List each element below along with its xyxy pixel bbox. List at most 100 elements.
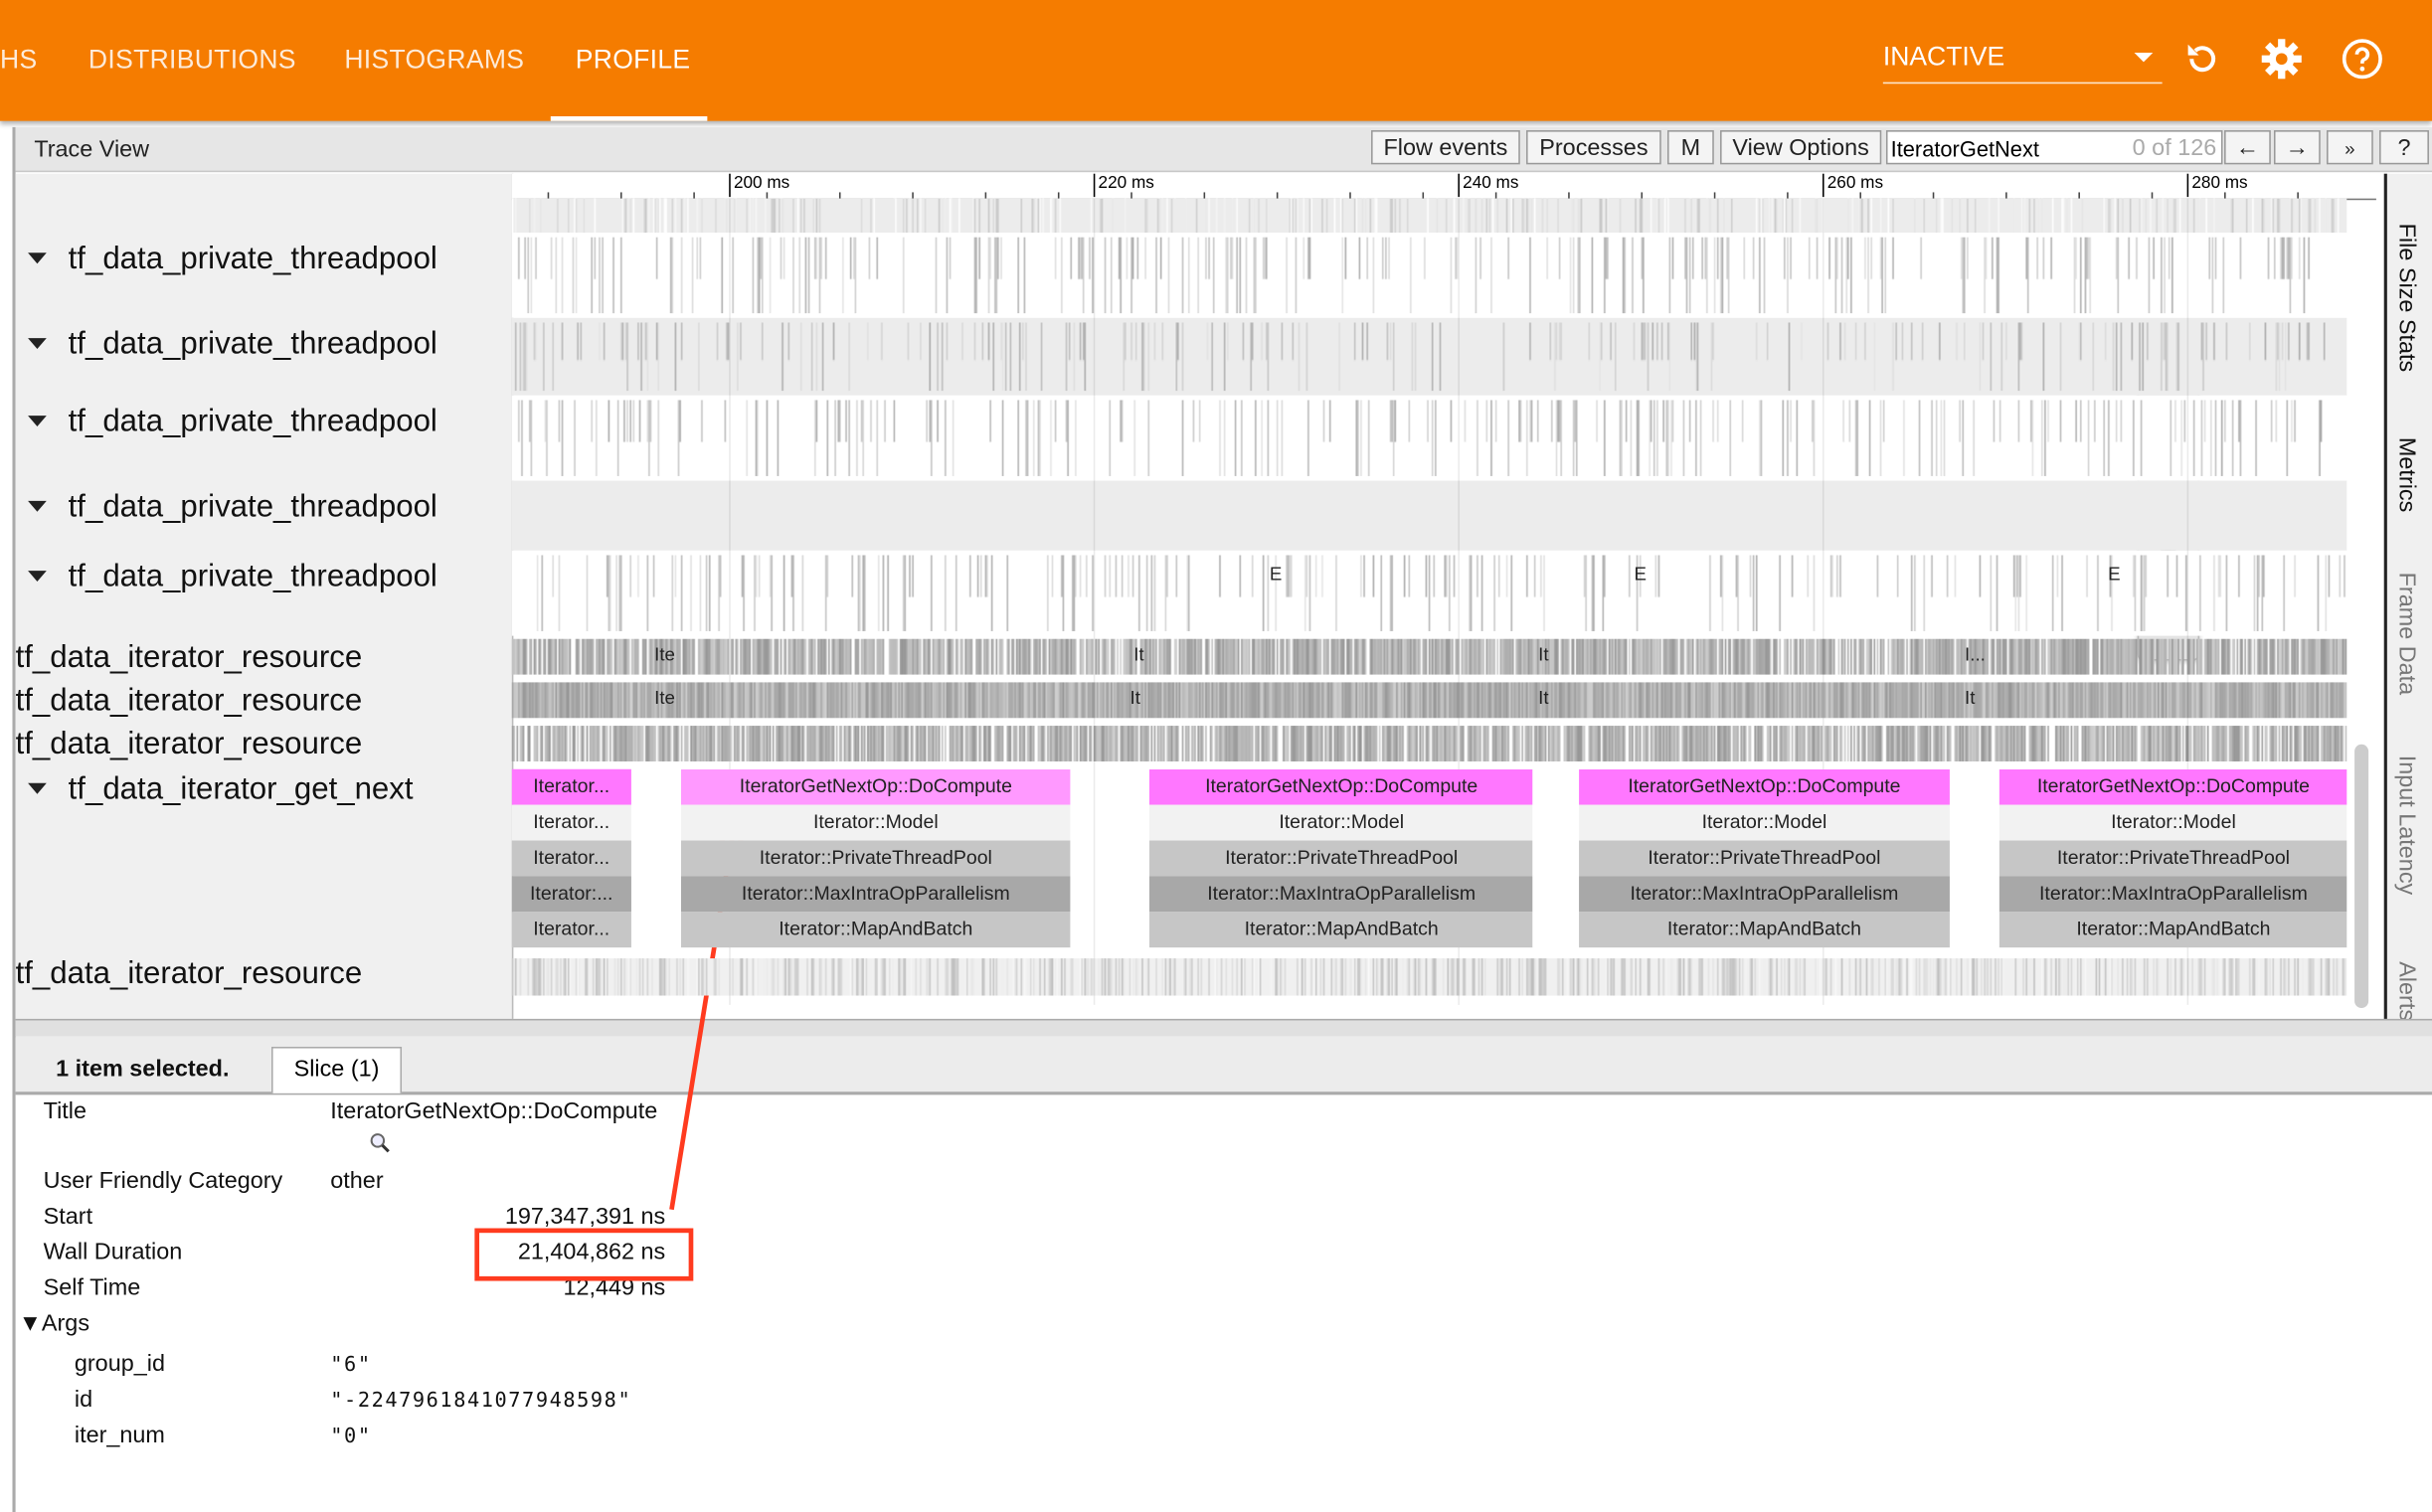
- expand-triangle-icon[interactable]: [28, 415, 47, 426]
- tab-histograms[interactable]: HISTOGRAMS: [344, 45, 525, 75]
- start-value: 197,347,391 ns: [504, 1203, 666, 1231]
- side-tab[interactable]: Metrics: [2393, 436, 2420, 513]
- iterator-slice[interactable]: Iterator::PrivateThreadPool: [1998, 840, 2347, 877]
- iterator-slice[interactable]: Iterator:...: [512, 876, 631, 913]
- thread-track-label[interactable]: tf_data_private_threadpool: [16, 490, 437, 526]
- ruler-minor-tick: [2077, 192, 2080, 199]
- resource-slice-label[interactable]: Ite: [654, 687, 675, 709]
- trace-events-canvas[interactable]: [511, 958, 2347, 996]
- tab-profile[interactable]: PROFILE: [575, 45, 691, 75]
- side-tab[interactable]: Frame Data: [2393, 572, 2420, 696]
- get-next-slice[interactable]: Iterator...: [512, 768, 631, 805]
- trace-events-canvas[interactable]: [511, 237, 2347, 314]
- iterator-slice[interactable]: Iterator::PrivateThreadPool: [680, 840, 1071, 877]
- tab-slice[interactable]: Slice (1): [271, 1047, 403, 1093]
- thread-track-label[interactable]: tf_data_private_threadpool: [16, 560, 437, 595]
- iterator-slice[interactable]: Iterator::PrivateThreadPool: [1578, 840, 1951, 877]
- iterator-slice[interactable]: Iterator::MaxIntraOpParallelism: [680, 876, 1071, 913]
- get-next-slice[interactable]: IteratorGetNextOp::DoCompute: [1149, 768, 1533, 805]
- selection-count: 1 item selected.: [56, 1056, 230, 1083]
- run-select-dropdown[interactable]: INACTIVE: [1882, 42, 2163, 84]
- refresh-icon[interactable]: [2180, 37, 2224, 81]
- expand-triangle-icon[interactable]: [28, 500, 47, 512]
- find-input[interactable]: IteratorGetNext 0 of 126: [1885, 130, 2223, 165]
- get-next-slice[interactable]: IteratorGetNextOp::DoCompute: [1578, 768, 1951, 805]
- resource-slice-label[interactable]: Ite: [654, 643, 675, 666]
- expand-triangle-icon[interactable]: [28, 252, 47, 263]
- find-expand-button[interactable]: »: [2327, 130, 2373, 165]
- arg-key: id: [74, 1386, 93, 1414]
- arg-key: iter_num: [74, 1422, 165, 1449]
- iterator-slice[interactable]: Iterator::MapAndBatch: [680, 912, 1071, 948]
- trace-events-canvas[interactable]: [511, 400, 2347, 476]
- expand-triangle-icon[interactable]: [28, 337, 47, 349]
- trace-events-canvas[interactable]: [511, 555, 2347, 631]
- find-previous-button[interactable]: ←: [2224, 130, 2271, 165]
- iterator-slice[interactable]: Iterator::Model: [680, 804, 1071, 841]
- help-icon[interactable]: [2341, 37, 2384, 81]
- iterator-slice[interactable]: Iterator::PrivateThreadPool: [1149, 840, 1533, 877]
- side-tab[interactable]: File Size Stats: [2393, 223, 2420, 373]
- time-ruler: 200 ms 220 ms 240 ms 260 ms 280 ms: [511, 173, 2376, 201]
- magnifier-icon[interactable]: [369, 1132, 391, 1154]
- resource-slice-label[interactable]: It: [1965, 687, 1976, 709]
- iterator-slice[interactable]: Iterator::MapAndBatch: [1149, 912, 1533, 948]
- panel-resize-divider[interactable]: [15, 1018, 2432, 1038]
- expand-triangle-icon[interactable]: [28, 782, 47, 794]
- iterator-slice[interactable]: Iterator::MapAndBatch: [1578, 912, 1951, 948]
- trace-events-canvas[interactable]: [511, 485, 2347, 547]
- iterator-slice[interactable]: Iterator::MaxIntraOpParallelism: [1149, 876, 1533, 913]
- resource-slice-label[interactable]: It: [1538, 687, 1549, 709]
- event-marker[interactable]: E: [1634, 563, 1648, 586]
- thread-track-label[interactable]: tf_data_private_threadpool: [16, 242, 437, 277]
- start-label: Start: [43, 1203, 93, 1231]
- help-button[interactable]: ?: [2379, 130, 2429, 165]
- processes-button[interactable]: Processes: [1526, 130, 1661, 165]
- iterator-slice[interactable]: Iterator::MaxIntraOpParallelism: [1578, 876, 1951, 913]
- iterator-slice[interactable]: Iterator::Model: [1998, 804, 2347, 841]
- ruler-minor-tick: [838, 192, 840, 199]
- iterator-slice[interactable]: Iterator::Model: [1149, 804, 1533, 841]
- resource-slice-label[interactable]: It: [1538, 643, 1549, 666]
- expand-triangle-icon[interactable]: [28, 570, 47, 582]
- settings-gear-icon[interactable]: [2260, 37, 2304, 81]
- get-next-slice[interactable]: IteratorGetNextOp::DoCompute: [1998, 768, 2347, 805]
- thread-track-label[interactable]: tf_data_private_threadpool: [16, 327, 437, 363]
- tab-graphs[interactable]: HS: [0, 45, 38, 75]
- args-toggle[interactable]: ▼Args: [19, 1310, 89, 1337]
- resource-slice-label[interactable]: I...: [1965, 643, 1986, 666]
- tracks-scrollbar[interactable]: [2354, 744, 2369, 1008]
- tab-distributions[interactable]: DISTRIBUTIONS: [87, 45, 296, 75]
- iterator-slice[interactable]: Iterator::MapAndBatch: [1998, 912, 2347, 948]
- thread-track-label[interactable]: tf_data_private_threadpool: [16, 405, 437, 440]
- trace-events-canvas[interactable]: [511, 322, 2347, 392]
- triangle-down-icon: ▼: [18, 1310, 42, 1337]
- get-next-slice[interactable]: IteratorGetNextOp::DoCompute: [680, 768, 1071, 805]
- find-next-button[interactable]: →: [2273, 130, 2321, 165]
- event-marker[interactable]: E: [1269, 563, 1283, 586]
- metadata-button[interactable]: M: [1666, 130, 1714, 165]
- iterator-slice[interactable]: Iterator...: [512, 912, 631, 948]
- view-options-button[interactable]: View Options: [1720, 130, 1882, 165]
- resource-slice-label[interactable]: It: [1129, 687, 1140, 709]
- side-tab[interactable]: Alerts: [2393, 961, 2420, 1022]
- trace-events-canvas[interactable]: [511, 638, 2347, 675]
- time-gridline: [1458, 198, 1461, 1005]
- iterator-slice[interactable]: Iterator...: [512, 840, 631, 877]
- iterator-slice[interactable]: Iterator::MaxIntraOpParallelism: [1998, 876, 2347, 913]
- ruler-minor-tick: [1786, 192, 1788, 199]
- ruler-minor-tick: [692, 192, 695, 199]
- side-tab[interactable]: Input Latency: [2393, 755, 2420, 896]
- iterator-slice[interactable]: Iterator::Model: [1578, 804, 1951, 841]
- resource-slice-label[interactable]: It: [1133, 643, 1144, 666]
- ruler-minor-tick: [1202, 192, 1205, 199]
- trace-events-canvas[interactable]: [511, 726, 2347, 761]
- trace-events-canvas[interactable]: [511, 682, 2347, 719]
- iterator-slice[interactable]: Iterator...: [512, 804, 631, 841]
- trace-events-canvas[interactable]: [511, 198, 2347, 233]
- event-marker[interactable]: E: [2108, 563, 2121, 586]
- flow-events-button[interactable]: Flow events: [1371, 130, 1520, 165]
- get-next-track-label[interactable]: tf_data_iterator_get_next: [16, 772, 414, 808]
- wall-duration-label: Wall Duration: [43, 1239, 183, 1265]
- thread-name: tf_data_private_threadpool: [68, 489, 437, 525]
